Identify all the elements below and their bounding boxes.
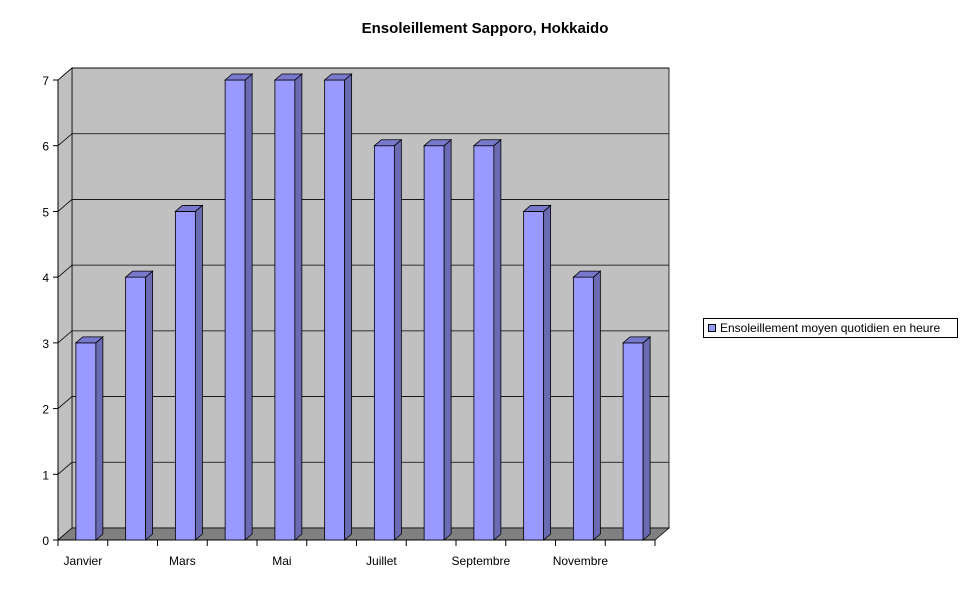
bar-side [244,73,253,541]
bar-side [592,270,601,541]
bar-side [95,335,104,541]
bar-side [344,73,353,541]
x-tick-label: Mai [272,554,291,568]
bar-top [74,336,104,344]
bar-top [124,270,154,278]
y-tick-label: 5 [42,205,49,219]
bar-side [543,204,552,541]
bar [125,276,147,541]
bar-top [224,73,254,81]
bar-side [493,138,502,541]
bar [423,145,445,541]
y-tick-label: 6 [42,140,49,154]
bar [174,211,196,541]
bar-top [373,139,403,147]
x-tick-label: Mars [169,554,196,568]
y-tick-label: 1 [42,468,49,482]
bar-side [194,204,203,541]
y-tick-label: 4 [42,271,49,285]
y-tick-label: 0 [42,534,49,548]
y-tick-label: 2 [42,403,49,417]
y-tick-label: 3 [42,337,49,351]
legend-swatch [708,324,716,332]
bar-side [443,138,452,541]
bar-side [294,73,303,541]
bar [373,145,395,541]
gridline [57,264,669,278]
bar-top [572,270,602,278]
bar-side [642,335,651,541]
bar-side [145,270,154,541]
gridline [57,67,669,81]
x-tick-label: Janvier [64,554,103,568]
legend: Ensoleillement moyen quotidien en heure [703,318,958,338]
legend-label: Ensoleillement moyen quotidien en heure [720,321,941,335]
bar-top [174,205,204,212]
chart-title: Ensoleillement Sapporo, Hokkaido [361,20,609,37]
bar [523,211,545,541]
back-wall [71,67,670,529]
bar [324,79,346,541]
bar [622,342,644,541]
bar-top [273,73,303,81]
x-tick-label: Juillet [366,554,397,568]
bar [75,342,97,541]
bar [572,276,594,541]
gridline [57,396,669,409]
x-tick-label: Novembre [553,554,609,568]
bar-top [522,205,552,212]
bar-top [472,139,502,147]
bar [224,79,246,541]
y-tick-label: 7 [42,74,49,88]
side-wall [57,67,73,541]
bar-top [423,139,453,147]
bar [473,145,495,541]
bar [274,79,296,541]
bar-side [393,138,402,541]
gridline [57,461,669,475]
gridline [57,199,669,212]
gridline [57,133,669,147]
bar-top [323,73,353,81]
gridline [57,330,669,344]
bar-top [622,336,652,344]
x-tick-label: Septembre [452,554,511,568]
